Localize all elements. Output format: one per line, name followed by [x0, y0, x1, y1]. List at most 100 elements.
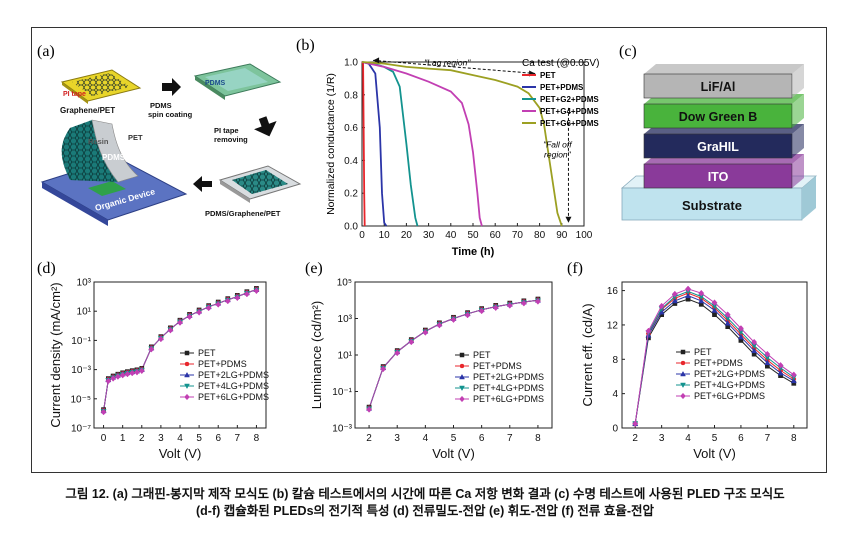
figure-caption-line-2: (d-f) 캡슐화된 PLEDs의 전기적 특성 (d) 전류밀도-전압 (e)…: [196, 504, 654, 518]
data-point: [534, 298, 541, 305]
x-tick-label: 50: [467, 230, 479, 241]
device-substrate-edge: [42, 182, 108, 226]
data-point: [184, 383, 190, 390]
y-tick-label: 16: [607, 286, 619, 297]
resin-label: Resin: [88, 137, 109, 146]
data-point: [790, 377, 797, 384]
data-point: [422, 329, 429, 336]
legend-entry: PET+PDMS: [473, 361, 522, 371]
data-point: [680, 370, 686, 377]
data-point: [698, 297, 705, 304]
legend-entry: PET+6LG+PDMS: [198, 392, 269, 402]
legend-entry: PET+2LG+PDMS: [694, 369, 765, 379]
data-point: [777, 369, 784, 376]
data-point: [184, 361, 190, 367]
y-tick-label: 10¹: [77, 307, 92, 318]
panel-e-label: (e): [305, 260, 323, 277]
data-point: [459, 373, 465, 380]
x-tick-label: 6: [738, 433, 744, 444]
x-axis-label: Volt (V): [693, 446, 736, 461]
graphene-sheet: [72, 73, 130, 96]
pdms-inner: [205, 68, 268, 91]
data-point: [138, 367, 145, 375]
series-line-pet-g2-pdms: [361, 61, 419, 227]
data-point: [751, 347, 758, 354]
data-point: [737, 325, 744, 332]
y-tick-label: 10⁻³: [332, 424, 352, 435]
layer-dow-green-b-label: Dow Green B: [679, 110, 758, 124]
data-point: [724, 320, 731, 326]
x-tick-label: 90: [556, 230, 568, 241]
panel-a: (a) PI tape Graphene/PET PDMS spin coati…: [37, 43, 302, 226]
chart-e: (e) 2 3 4 5 6 7 8 10⁻³ 10⁻¹ 10¹ 10³ 10⁵ Volt (V) Lumin…: [305, 260, 553, 461]
y-tick-label: 8: [612, 355, 618, 366]
data-point: [100, 408, 107, 416]
data-point: [459, 352, 465, 358]
data-point: [680, 360, 686, 366]
arrow-left-icon: [193, 176, 212, 192]
legend-entry: PET+PDMS: [198, 359, 247, 369]
data-point: [751, 338, 758, 346]
data-point: [459, 385, 465, 392]
data-point: [464, 311, 471, 319]
data-point: [737, 333, 744, 340]
data-point: [105, 377, 112, 385]
x-tick-label: 20: [401, 230, 413, 241]
lag-arrow-head-left: [373, 57, 380, 64]
fall-off-annotation-1: "Fall off: [543, 139, 573, 149]
pi-tape-edge: [62, 82, 88, 104]
y-tick-label: 1.0: [344, 58, 358, 69]
layer-lif-al-label: LiF/Al: [701, 80, 736, 94]
y-tick-label: 10⁻¹: [332, 387, 352, 398]
data-point: [196, 309, 203, 316]
layer-lif-al-top: [644, 64, 804, 74]
fall-off-annotation-2: region": [544, 149, 572, 159]
panel-a-label: (a): [37, 43, 55, 60]
data-point: [671, 290, 678, 298]
x-tick-label: 7: [507, 433, 513, 444]
legend-entry: PET: [473, 350, 491, 360]
x-tick-label: 0: [359, 230, 365, 241]
x-tick-label: 4: [423, 433, 429, 444]
x-tick-label: 3: [659, 433, 665, 444]
y-axis-label: Current eff. (cd/A): [580, 303, 595, 406]
spin-coating-label-2: spin coating: [148, 110, 193, 119]
y-tick-label: 10⁻³: [71, 365, 91, 376]
data-point: [685, 292, 692, 299]
x-tick-label: 5: [712, 433, 718, 444]
step2-pdms-coated: PDMS: [193, 63, 282, 100]
y-tick-label: 12: [607, 320, 619, 331]
y-tick-label: 10³: [338, 314, 353, 325]
x-tick-label: 3: [158, 433, 164, 444]
x-tick-label: 7: [765, 433, 771, 444]
device-active-area: [88, 181, 126, 196]
data-point: [184, 393, 190, 401]
data-point: [492, 304, 499, 312]
y-axis-label: Luminance (cd/m²): [309, 301, 324, 409]
pi-tape-label: PI tape: [63, 91, 86, 98]
data-point: [394, 349, 401, 357]
x-axis-label: Volt (V): [432, 446, 475, 461]
layer-dow-green-b-side: [792, 94, 804, 128]
legend-entry: PET: [198, 348, 216, 358]
x-tick-label: 6: [479, 433, 485, 444]
x-tick-label: 30: [423, 230, 435, 241]
peeled-pet: [91, 119, 139, 183]
data-point: [436, 321, 443, 329]
data-point: [680, 382, 686, 389]
y-tick-label: 0.4: [344, 156, 358, 167]
panel-b-label: (b): [296, 37, 315, 54]
series-line-pet-pdms: [361, 61, 388, 227]
arrow-down-icon: [254, 116, 277, 137]
data-point: [253, 287, 260, 295]
y-tick-label: 0.8: [344, 90, 358, 101]
data-point: [520, 299, 527, 307]
pet-edge: [220, 180, 250, 203]
peeled-graphene-texture: [61, 120, 118, 182]
data-point: [205, 304, 212, 312]
data-point: [724, 311, 731, 318]
x-tick-label: 0: [101, 433, 107, 444]
legend-entry: PET+G2+PDMS: [540, 95, 599, 104]
legend-entry: PET+4LG+PDMS: [694, 380, 765, 390]
panel-d-label: (d): [37, 260, 56, 277]
